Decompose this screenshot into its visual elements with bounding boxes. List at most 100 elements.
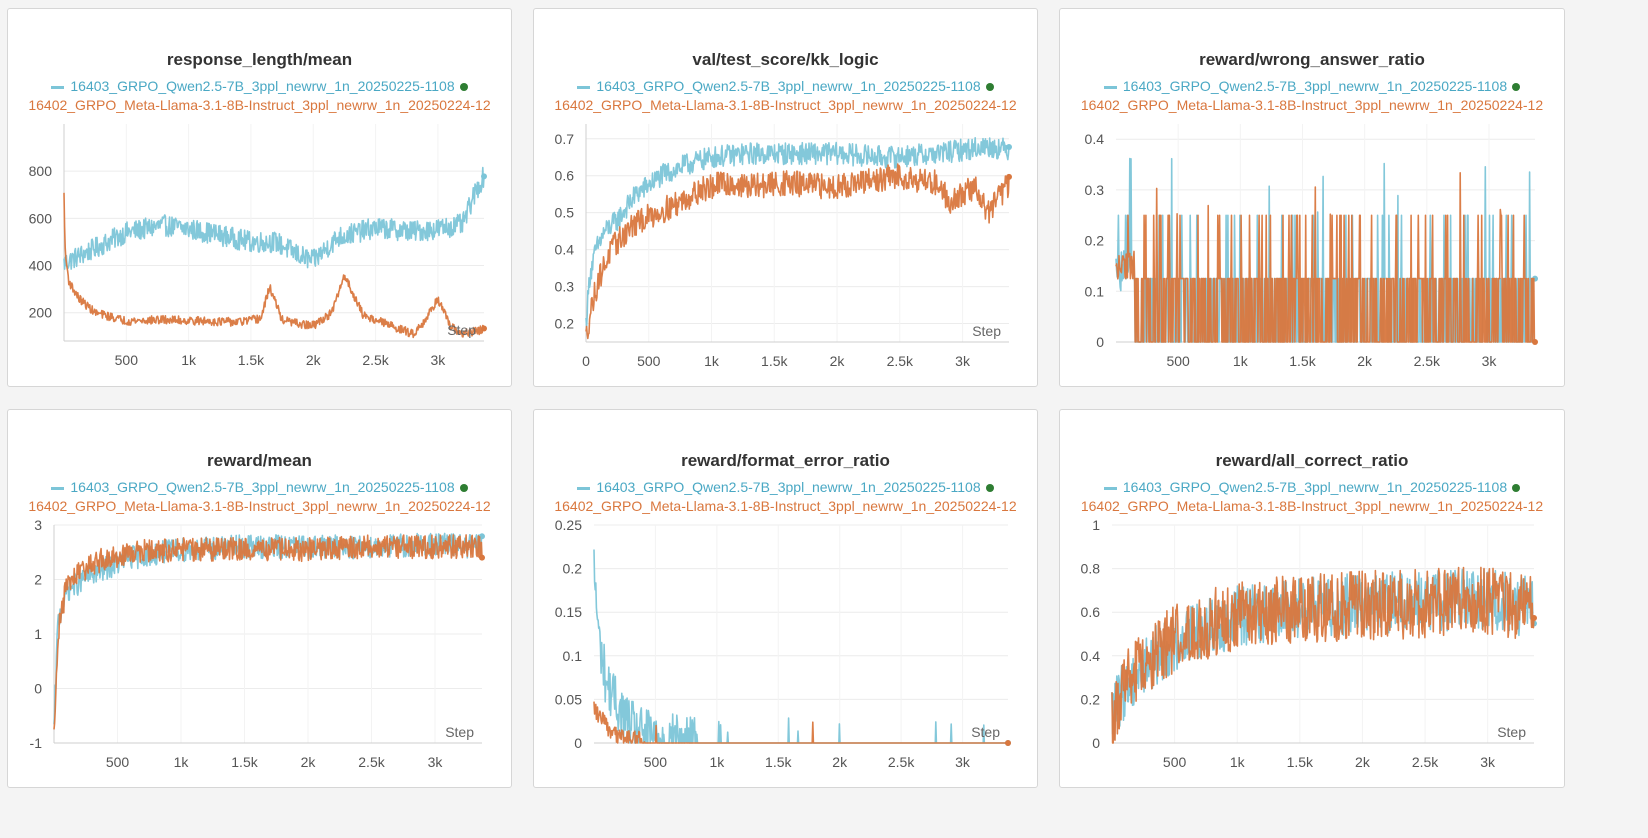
chart-title: reward/mean	[207, 451, 312, 470]
x-tick-label: 3k	[428, 754, 444, 770]
x-tick-label: 2k	[1355, 754, 1371, 770]
y-tick-label: 0	[1096, 334, 1104, 350]
legend-entry-qwen[interactable]: 16403_GRPO_Qwen2.5-7B_3ppl_newrw_1n_2025…	[8, 479, 511, 495]
legend-entry-llama[interactable]: 16402_GRPO_Meta-Llama-3.1-8B-Instruct_3p…	[8, 97, 511, 113]
chart-panel-wrong-answer[interactable]: reward/wrong_answer_ratio 16403_GRPO_Qwe…	[1059, 8, 1565, 387]
chart-panel-reward-mean[interactable]: reward/mean 16403_GRPO_Qwen2.5-7B_3ppl_n…	[7, 409, 512, 788]
x-tick-label: 2.5k	[888, 754, 915, 770]
legend-entry-llama[interactable]: 16402_GRPO_Meta-Llama-3.1-8B-Instruct_3p…	[1060, 498, 1564, 514]
legend-label: 16402_GRPO_Meta-Llama-3.1-8B-Instruct_3p…	[28, 498, 491, 514]
active-indicator-icon	[459, 484, 468, 493]
chart-panel-format-error[interactable]: reward/format_error_ratio 16403_GRPO_Qwe…	[533, 409, 1038, 788]
chart-panel-response-length[interactable]: response_length/mean 16403_GRPO_Qwen2.5-…	[7, 8, 512, 387]
x-axis-label: Step	[972, 323, 1001, 339]
active-indicator-icon	[985, 83, 994, 92]
x-axis-label: Step	[971, 724, 1000, 740]
y-tick-label: 0.1	[563, 648, 583, 664]
legend-label: 16403_GRPO_Qwen2.5-7B_3ppl_newrw_1n_2025…	[70, 78, 455, 94]
x-tick-label: 1.5k	[765, 754, 792, 770]
x-tick-label: 1.5k	[231, 754, 258, 770]
x-tick-label: 1k	[709, 754, 725, 770]
y-tick-label: 0.2	[1081, 691, 1101, 707]
x-tick-label: 1.5k	[238, 352, 265, 368]
y-tick-label: 0.4	[1081, 648, 1101, 664]
x-tick-label: 1.5k	[761, 353, 788, 369]
x-tick-label: 500	[115, 352, 139, 368]
legend-entry-qwen[interactable]: 16403_GRPO_Qwen2.5-7B_3ppl_newrw_1n_2025…	[534, 479, 1037, 495]
x-tick-label: 2k	[306, 352, 322, 368]
legend-entry-qwen[interactable]: 16403_GRPO_Qwen2.5-7B_3ppl_newrw_1n_2025…	[1060, 479, 1564, 495]
legend-entry-llama[interactable]: 16402_GRPO_Meta-Llama-3.1-8B-Instruct_3p…	[1060, 97, 1564, 113]
series-endpoint	[1006, 173, 1012, 180]
y-tick-label: 0.6	[1081, 604, 1101, 620]
x-tick-label: 2k	[832, 754, 848, 770]
y-tick-label: 0.25	[555, 517, 582, 533]
legend-entry-qwen[interactable]: 16403_GRPO_Qwen2.5-7B_3ppl_newrw_1n_2025…	[534, 78, 1037, 94]
active-indicator-icon	[1512, 83, 1521, 92]
x-tick-label: 2k	[301, 754, 317, 770]
chart-panel-all-correct[interactable]: reward/all_correct_ratio 16403_GRPO_Qwen…	[1059, 409, 1565, 788]
legend-entry-llama[interactable]: 16402_GRPO_Meta-Llama-3.1-8B-Instruct_3p…	[8, 498, 511, 514]
y-tick-label: 2	[34, 572, 42, 588]
y-tick-label: 0.05	[555, 691, 582, 707]
y-tick-label: 0.5	[555, 205, 575, 221]
x-tick-label: 1k	[181, 352, 197, 368]
series-line	[53, 534, 483, 730]
chart-panel-kk-logic[interactable]: val/test_score/kk_logic 16403_GRPO_Qwen2…	[533, 8, 1038, 387]
plot-area[interactable]: 0 0.1 0.2 0.3 0.4 500 1k 1.5k 2k 2.5k 3k	[1060, 9, 1565, 387]
series-swatch	[1103, 85, 1117, 89]
x-tick-label: 500	[1163, 754, 1187, 770]
series-endpoint	[481, 325, 487, 332]
x-tick-label: 2.5k	[362, 352, 389, 368]
x-tick-label: 1k	[704, 353, 720, 369]
legend-entry-llama[interactable]: 16402_GRPO_Meta-Llama-3.1-8B-Instruct_3p…	[534, 498, 1037, 514]
series-swatch	[51, 85, 65, 89]
legend-label: 16403_GRPO_Qwen2.5-7B_3ppl_newrw_1n_2025…	[596, 479, 981, 495]
y-tick-label: 0.4	[1085, 131, 1105, 147]
legend-label: 16402_GRPO_Meta-Llama-3.1-8B-Instruct_3p…	[1080, 97, 1544, 113]
series-line	[593, 701, 1009, 744]
chart-title: reward/wrong_answer_ratio	[1199, 50, 1425, 69]
x-axis-label: Step	[447, 322, 476, 338]
y-tick-label: 0.8	[1081, 561, 1101, 577]
y-tick-label: 0	[574, 735, 582, 751]
legend-label: 16402_GRPO_Meta-Llama-3.1-8B-Instruct_3p…	[554, 97, 1017, 113]
series-endpoint	[481, 173, 487, 180]
legend-entry-qwen[interactable]: 16403_GRPO_Qwen2.5-7B_3ppl_newrw_1n_2025…	[8, 78, 511, 94]
y-tick-label: 200	[29, 305, 53, 321]
series-endpoint	[479, 533, 485, 540]
legend-label: 16403_GRPO_Qwen2.5-7B_3ppl_newrw_1n_2025…	[1122, 78, 1508, 94]
series-line	[585, 163, 1010, 340]
x-tick-label: 1.5k	[1289, 353, 1316, 369]
series-endpoint	[479, 554, 485, 561]
legend-label: 16402_GRPO_Meta-Llama-3.1-8B-Instruct_3p…	[1080, 498, 1544, 514]
legend-label: 16403_GRPO_Qwen2.5-7B_3ppl_newrw_1n_2025…	[70, 479, 455, 495]
series-line	[593, 549, 1009, 744]
x-tick-label: 3k	[1480, 754, 1496, 770]
active-indicator-icon	[985, 484, 994, 493]
y-tick-label: 0.3	[555, 279, 575, 295]
legend-entry-qwen[interactable]: 16403_GRPO_Qwen2.5-7B_3ppl_newrw_1n_2025…	[1060, 78, 1564, 94]
y-tick-label: 0.2	[555, 316, 575, 332]
x-tick-label: 3k	[955, 353, 971, 369]
x-tick-label: 2.5k	[887, 353, 914, 369]
x-axis-label: Step	[445, 724, 474, 740]
series-swatch	[577, 85, 591, 89]
legend-label: 16402_GRPO_Meta-Llama-3.1-8B-Instruct_3p…	[554, 498, 1017, 514]
active-indicator-icon	[459, 83, 468, 92]
series-swatch	[51, 486, 65, 490]
y-tick-label: 600	[29, 210, 53, 226]
x-tick-label: 1.5k	[1287, 754, 1314, 770]
x-tick-label: 500	[637, 353, 661, 369]
x-tick-label: 0	[582, 353, 590, 369]
x-tick-label: 3k	[1482, 353, 1498, 369]
x-tick-label: 500	[644, 754, 668, 770]
y-tick-label: 0.7	[555, 131, 575, 147]
legend-entry-llama[interactable]: 16402_GRPO_Meta-Llama-3.1-8B-Instruct_3p…	[534, 97, 1037, 113]
y-tick-label: 0.15	[555, 604, 582, 620]
